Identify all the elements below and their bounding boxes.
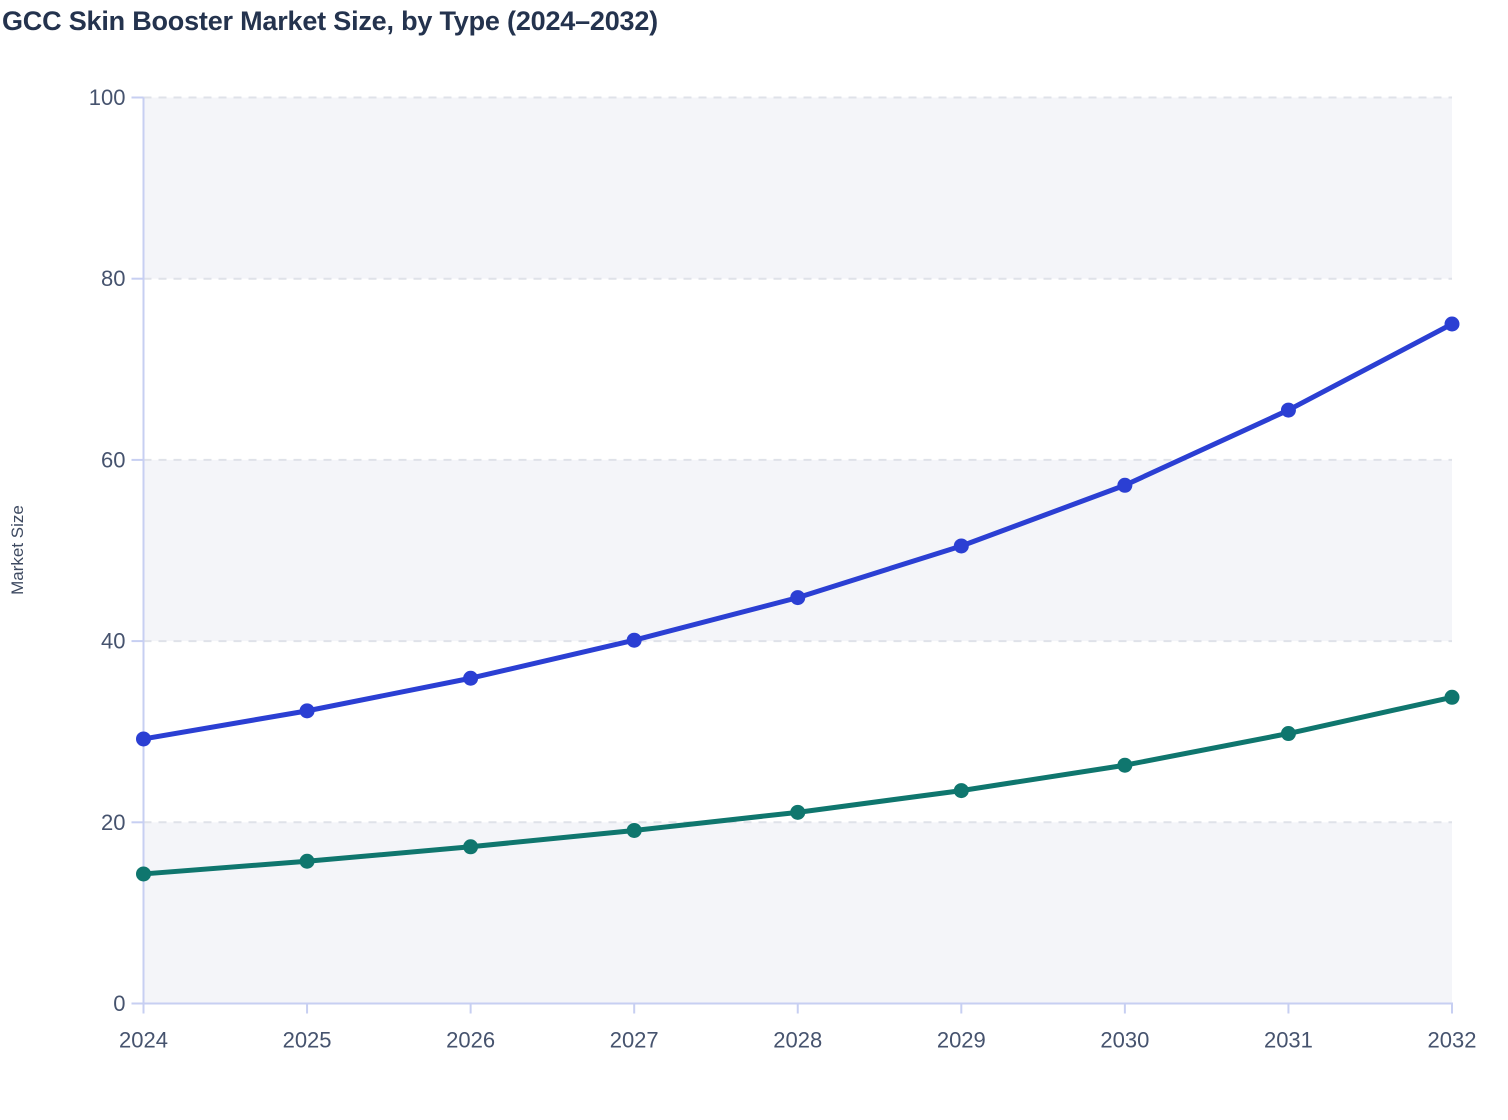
plot-bands [143,97,1452,1004]
data-point[interactable] [1444,689,1460,705]
x-tick-label: 2029 [937,1028,986,1053]
y-tick-label: 100 [89,85,126,110]
plot-band [143,822,1452,1004]
y-tick-labels: 0 20 40 60 80 100 [89,85,126,1016]
data-point[interactable] [299,853,315,869]
data-point[interactable] [136,866,151,882]
x-tick-label: 2031 [1264,1028,1313,1053]
series-blue[interactable] [136,316,1460,747]
data-point[interactable] [953,538,969,554]
y-tick-label: 60 [101,447,125,472]
y-tick-label: 40 [101,629,125,654]
plot-band [143,459,1452,642]
x-tick-label: 2030 [1100,1028,1149,1053]
data-point[interactable] [790,590,806,606]
data-point[interactable] [1280,402,1296,418]
x-tick-label: 2024 [119,1028,168,1053]
chart-title: GCC Skin Booster Market Size, by Type (2… [2,6,658,36]
y-tick-label: 80 [101,266,125,291]
data-point[interactable] [136,731,151,747]
data-point[interactable] [1444,316,1460,332]
plot-band [143,97,1452,279]
y-tick-label: 0 [113,991,125,1016]
y-tick-label: 20 [101,810,125,835]
data-point[interactable] [953,783,969,799]
x-tick-label: 2025 [283,1028,332,1053]
series-teal[interactable] [136,689,1460,882]
data-point[interactable] [1117,477,1133,493]
data-point[interactable] [299,703,315,719]
data-point[interactable] [1117,757,1133,773]
x-tick-label: 2028 [773,1028,822,1053]
data-point[interactable] [463,839,479,855]
data-point[interactable] [626,632,642,648]
data-point[interactable] [626,822,642,838]
data-point[interactable] [790,804,806,820]
x-tick-label: 2027 [610,1028,659,1053]
axes [131,96,1453,1014]
x-tick-label: 2032 [1428,1028,1477,1053]
x-tick-labels: 2024 2025 2026 2027 2028 2029 2030 2031 2032 [119,1028,1476,1053]
x-tick-label: 2026 [446,1028,495,1053]
data-point[interactable] [1280,726,1296,742]
data-point[interactable] [463,670,479,686]
